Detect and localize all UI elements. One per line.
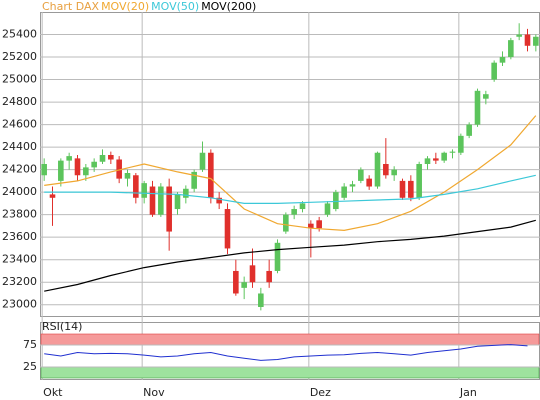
candle-body — [199, 152, 206, 170]
candle-body — [408, 180, 414, 198]
candle-body — [341, 186, 347, 198]
candle-body — [249, 265, 256, 283]
candle-body — [466, 124, 472, 136]
x-tick-label: Jan — [459, 386, 477, 399]
candle-body — [166, 186, 172, 232]
y-tick-label: 24400 — [2, 140, 37, 153]
candle-body — [116, 159, 122, 179]
candle-body — [391, 169, 397, 176]
candle-body — [174, 194, 181, 210]
y-tick-label: 24800 — [2, 95, 37, 108]
y-tick-label: 25000 — [2, 73, 37, 86]
candle-body — [216, 197, 222, 204]
candle-body — [83, 167, 89, 176]
y-tick-label: 24000 — [2, 185, 37, 198]
candle-body — [374, 152, 381, 187]
ma-line — [44, 174, 536, 204]
candle-body — [91, 161, 97, 168]
candle-body — [524, 34, 531, 46]
candle-body — [191, 171, 197, 189]
x-tick-label: Dez — [310, 386, 331, 399]
y-tick-label: 23000 — [2, 298, 37, 311]
legend-entry: MOV(20) — [101, 0, 149, 13]
candle-body — [41, 164, 47, 176]
ma-line — [44, 219, 536, 292]
candle-body — [349, 184, 356, 187]
candle-body — [533, 36, 539, 46]
candle-body — [449, 151, 456, 153]
candle-body — [74, 158, 81, 176]
candle-body — [66, 156, 72, 161]
candle-body — [58, 160, 64, 181]
candle-body — [149, 186, 156, 215]
candle-body — [308, 223, 314, 229]
y-tick-label: 24600 — [2, 118, 37, 131]
candle-body — [208, 152, 214, 198]
candle-body — [324, 203, 331, 215]
candle-body — [233, 270, 239, 294]
rsi-title: RSI(14) — [42, 320, 82, 333]
candle-body — [399, 180, 406, 198]
y-tick-label: 24200 — [2, 163, 37, 176]
candle-body — [358, 169, 364, 181]
y-tick-label: 23600 — [2, 230, 37, 243]
candle-body — [433, 158, 439, 161]
candle-body — [483, 94, 489, 99]
y-tick-label: 23800 — [2, 208, 37, 221]
candle-body — [299, 203, 306, 210]
candle-body — [474, 90, 481, 125]
candle-body — [333, 192, 339, 210]
candle-body — [291, 209, 297, 215]
rsi-line — [44, 344, 528, 361]
y-tick-label: 25 — [23, 360, 37, 373]
candle-body — [499, 57, 506, 63]
y-tick-label: 25400 — [2, 28, 37, 41]
y-tick-label: 25200 — [2, 50, 37, 63]
candle-body — [224, 209, 231, 249]
rsi-band — [40, 333, 540, 346]
candle-body — [183, 188, 189, 198]
candle-body — [458, 135, 464, 153]
chart-title: Chart DAX — [42, 0, 100, 13]
candle-body — [366, 178, 372, 187]
candle-body — [383, 164, 389, 176]
candle-body — [133, 175, 139, 198]
rsi-band — [40, 366, 540, 379]
candle-body — [516, 34, 522, 37]
y-tick-label: 23400 — [2, 253, 37, 266]
candle-body — [158, 186, 164, 215]
candle-body — [124, 173, 131, 179]
candle-body — [491, 62, 497, 80]
x-tick-label: Nov — [143, 386, 165, 399]
candle-body — [99, 154, 106, 162]
candle-body — [274, 242, 281, 271]
y-tick-label: 23200 — [2, 275, 37, 288]
candle-body — [441, 152, 447, 161]
candle-body — [316, 220, 322, 229]
candle-body — [141, 183, 147, 198]
candle-body — [424, 158, 431, 164]
candle-body — [266, 270, 272, 283]
ma-line — [44, 115, 537, 232]
y-tick-label: 75 — [23, 338, 37, 351]
candle-body — [49, 194, 56, 198]
candle-body — [508, 40, 514, 58]
legend-entry: MOV(50) — [151, 0, 199, 13]
candle-body — [241, 282, 247, 288]
candle-body — [283, 214, 289, 232]
candle-body — [258, 293, 264, 307]
x-tick-label: Okt — [43, 386, 63, 399]
candle-body — [108, 154, 114, 160]
legend-entry: MOV(200) — [201, 0, 256, 13]
candle-body — [416, 164, 422, 198]
